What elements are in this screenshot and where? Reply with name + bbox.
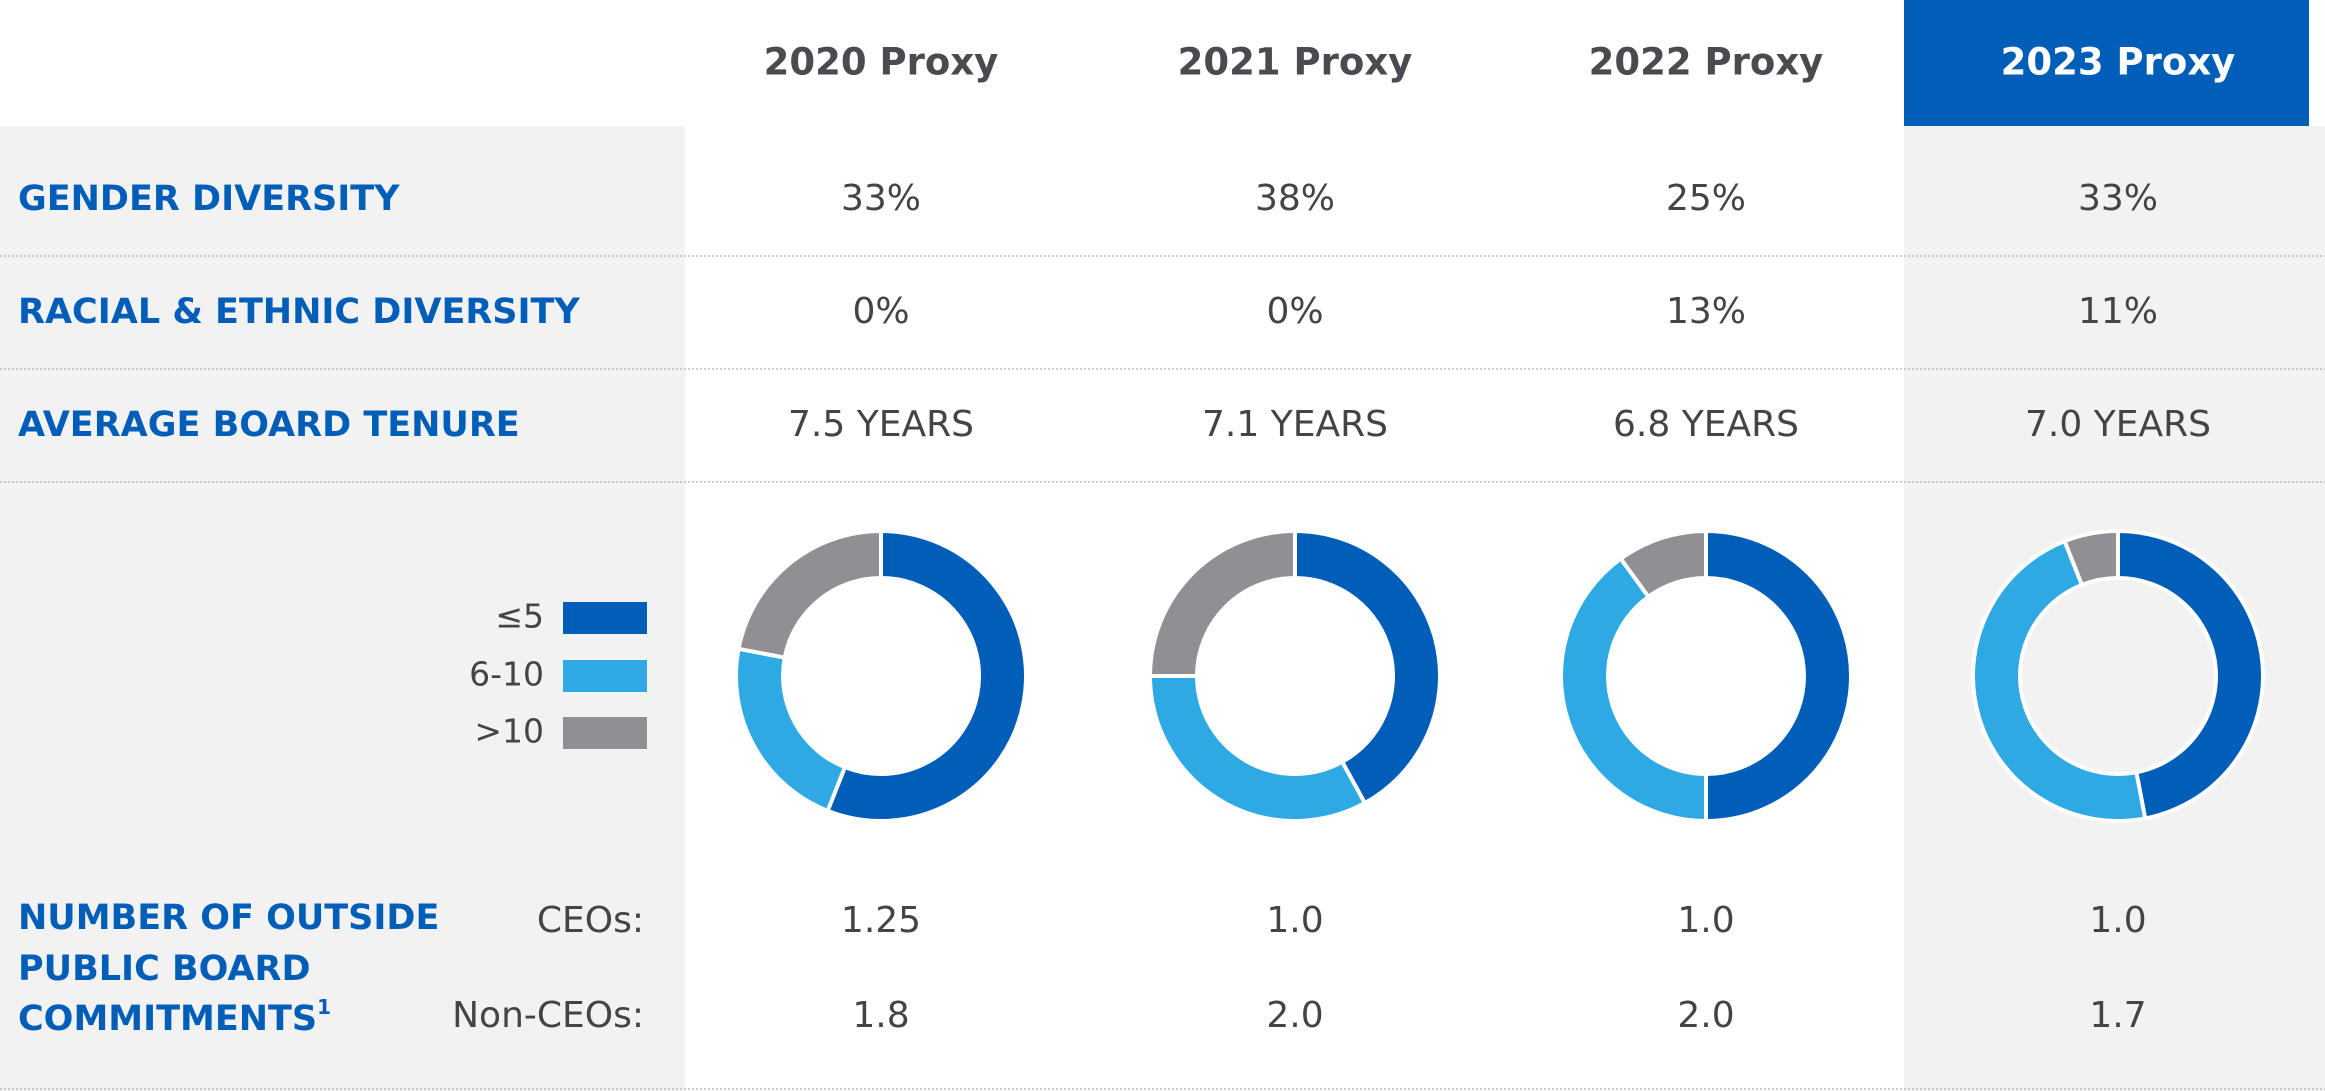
legend-swatch: [563, 717, 647, 749]
column-header: 2022 Proxy: [1589, 41, 1824, 84]
commitments-label: NUMBER OF OUTSIDE: [18, 898, 439, 938]
cell-value: 1.25: [841, 900, 921, 941]
legend-swatch: [563, 602, 647, 634]
cell-value: 0%: [852, 291, 909, 332]
donut-segment: [1617, 528, 1708, 600]
legend-swatch: [563, 660, 647, 692]
commitments-label: PUBLIC BOARD: [18, 949, 311, 989]
current-header-bg: [1904, 0, 2309, 126]
donut-segment: [1293, 528, 1442, 806]
donut-segment: [2116, 528, 2265, 821]
cell-value: 2.0: [1266, 995, 1323, 1036]
footnote-marker: 1: [317, 995, 331, 1019]
cell-value: 38%: [1255, 178, 1335, 219]
donut-segment: [1559, 555, 1708, 824]
column-header: 2021 Proxy: [1178, 41, 1413, 84]
cell-value: 1.0: [2089, 900, 2146, 941]
cell-value: 7.5 YEARS: [788, 404, 974, 445]
cell-value: 1.7: [2089, 995, 2146, 1036]
donut-segment: [1704, 528, 1853, 824]
cell-value: 33%: [2078, 178, 2158, 219]
donut-segment: [734, 646, 848, 814]
donut-segment: [1147, 674, 1368, 823]
cell-value: 1.8: [852, 995, 909, 1036]
cell-value: 0%: [1266, 291, 1323, 332]
donut-segment: [1971, 538, 2148, 823]
donut-segment: [825, 528, 1028, 823]
legend-label: ≤5: [495, 597, 544, 636]
cell-value: 2.0: [1677, 995, 1734, 1036]
current-column-bg: [1904, 126, 2325, 1091]
donut-segment: [2062, 528, 2120, 588]
cell-value: 7.1 YEARS: [1202, 404, 1388, 445]
cell-value: 13%: [1666, 291, 1746, 332]
cell-value: 25%: [1666, 178, 1746, 219]
cell-value: 33%: [841, 178, 921, 219]
cell-value: 1.0: [1266, 900, 1323, 941]
row-label: RACIAL & ETHNIC DIVERSITY: [18, 292, 580, 332]
donut-segment: [736, 528, 883, 660]
column-header: 2020 Proxy: [764, 41, 999, 84]
cell-value: 7.0 YEARS: [2025, 404, 2211, 445]
column-header: 2023 Proxy: [2001, 41, 2236, 84]
legend-label: >10: [474, 712, 544, 751]
sub-label: CEOs:: [537, 900, 644, 941]
cell-value: 11%: [2078, 291, 2158, 332]
legend-label: 6-10: [469, 655, 544, 694]
donut-segment: [1147, 528, 1297, 678]
commitments-label: COMMITMENTS1: [18, 995, 331, 1040]
row-label: AVERAGE BOARD TENURE: [18, 405, 520, 445]
sub-label: Non-CEOs:: [452, 995, 644, 1036]
row-label: GENDER DIVERSITY: [18, 179, 400, 219]
cell-value: 1.0: [1677, 900, 1734, 941]
cell-value: 6.8 YEARS: [1613, 404, 1799, 445]
